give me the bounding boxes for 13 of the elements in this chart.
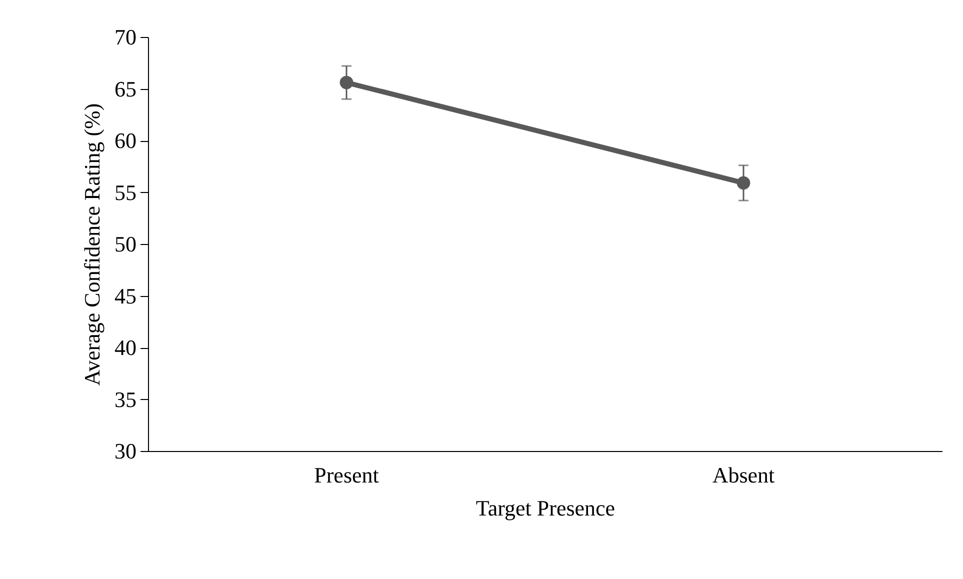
x-axis-title: Target Presence: [476, 496, 616, 520]
y-tick-label: 60: [114, 128, 136, 153]
x-tick-label: Absent: [712, 462, 775, 488]
y-axis-title: Average Confidence Rating (%): [80, 103, 104, 386]
y-tick-label: 50: [114, 232, 136, 256]
y-tick-label: 55: [114, 180, 136, 205]
y-tick-label: 30: [114, 438, 136, 464]
y-tick-label: 40: [114, 335, 136, 360]
y-tick-label: 70: [114, 24, 136, 50]
y-tick-label: 35: [114, 386, 136, 412]
y-tick-label: 65: [114, 76, 136, 102]
x-tick-label: Present: [314, 462, 379, 488]
y-tick-label: 45: [114, 283, 136, 308]
